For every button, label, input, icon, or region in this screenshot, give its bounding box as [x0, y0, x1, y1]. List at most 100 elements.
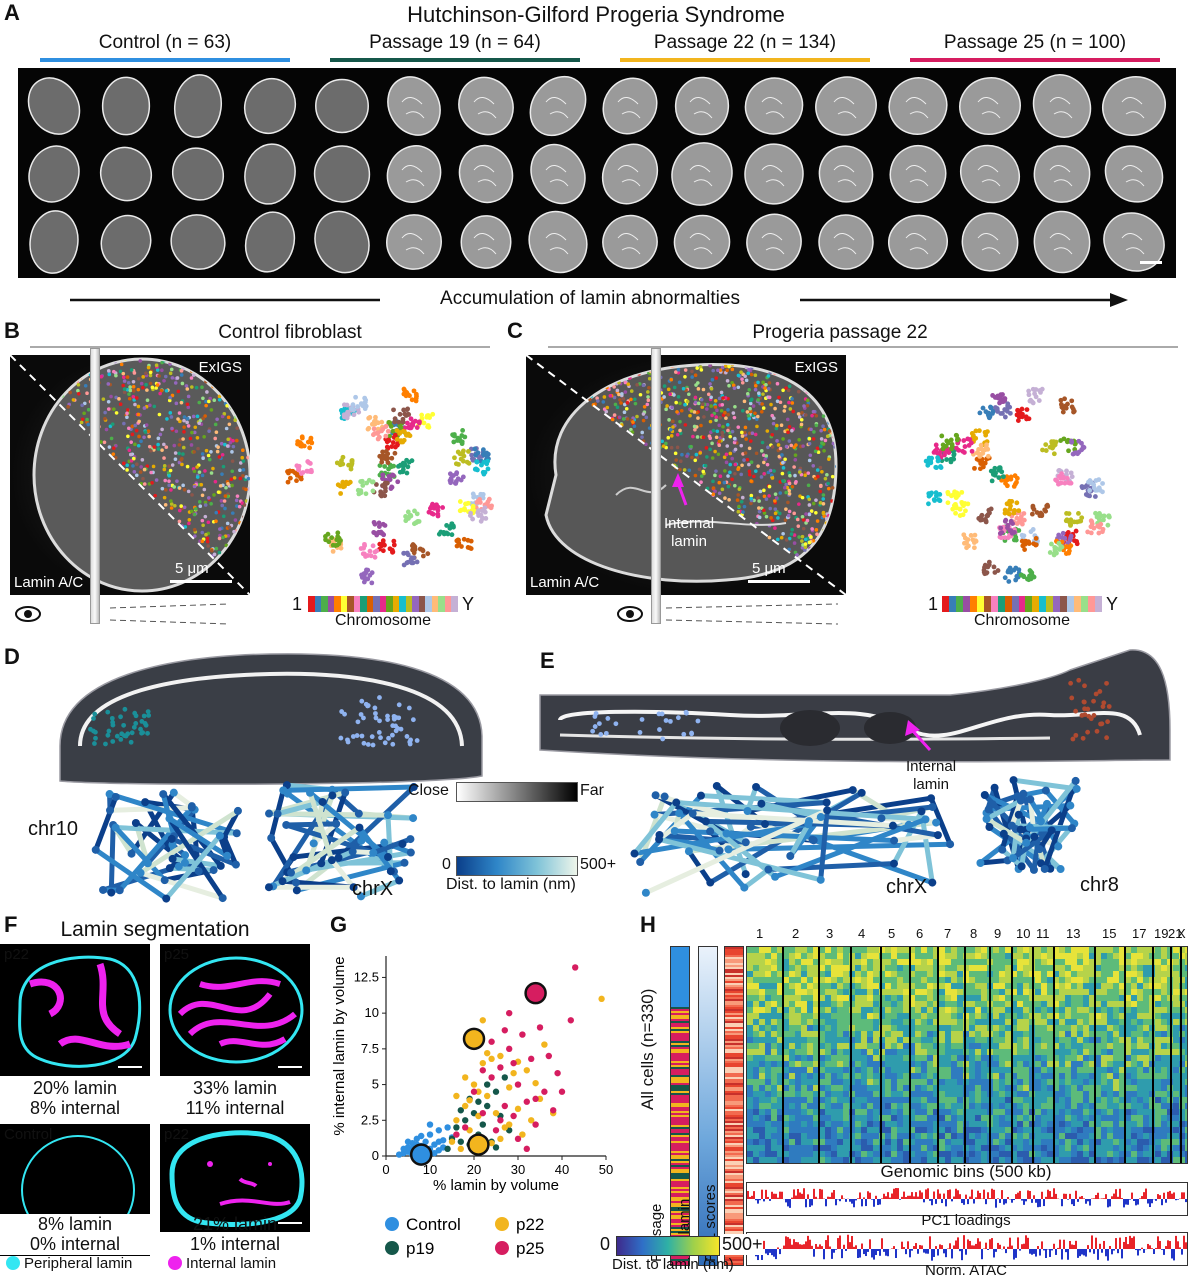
- locus-dot: [716, 359, 720, 363]
- graph-node: [209, 866, 218, 875]
- pc1-row: [725, 1151, 743, 1153]
- render-locus: [1081, 699, 1087, 705]
- control-nucleus-image: ExIGS Lamin A/C 5 μm: [9, 354, 252, 596]
- cluster-point: [479, 462, 484, 468]
- heatmap-cell: [1101, 965, 1107, 971]
- locus-dot: [762, 460, 766, 465]
- cluster-point: [366, 477, 372, 483]
- nucleus-fold: [473, 233, 497, 255]
- locus-dot: [791, 376, 795, 380]
- locus-dot: [177, 360, 181, 365]
- pc1-row: [725, 1127, 743, 1129]
- locus-dot: [164, 388, 169, 393]
- graph-node: [332, 819, 341, 828]
- heatmap-cell: [891, 971, 897, 977]
- heatmap-cell: [933, 995, 939, 1001]
- cluster-point: [380, 548, 386, 554]
- locus-dot: [106, 399, 111, 404]
- locus-dot: [68, 390, 72, 395]
- locus-dot: [716, 368, 720, 373]
- heatmap-cell: [783, 989, 789, 995]
- locus-dot: [843, 374, 846, 378]
- locus-dot: [110, 422, 115, 426]
- locus-dot: [227, 381, 232, 385]
- colorbar-swatch: [340, 596, 348, 612]
- locus-dot: [203, 500, 208, 505]
- pc1-row: [725, 1257, 743, 1259]
- render-locus: [125, 731, 131, 737]
- locus-dot: [661, 358, 665, 362]
- graph-edge: [631, 800, 679, 857]
- graph-edge: [113, 825, 168, 883]
- heatmap-cell: [1053, 995, 1059, 1001]
- pc1-row: [725, 1079, 743, 1081]
- locus-dot: [781, 466, 786, 470]
- locus-dot: [112, 407, 116, 411]
- locus-dot: [583, 392, 587, 396]
- pc1-row: [725, 1055, 743, 1057]
- graph-node: [306, 788, 315, 797]
- nucleus-thumbnail: [173, 74, 223, 138]
- heatmap-cell: [921, 959, 927, 965]
- graph-node: [786, 852, 795, 861]
- locus-dot: [839, 481, 843, 485]
- colorbar-swatch: [451, 596, 459, 612]
- locus-dot: [644, 415, 649, 420]
- locus-dot: [127, 392, 131, 396]
- locus-dot: [746, 371, 751, 376]
- locus-dot: [723, 410, 727, 415]
- render-locus: [377, 718, 382, 724]
- heatmap-cell: [1089, 989, 1095, 995]
- cluster-point: [390, 428, 396, 434]
- heatmap-cell: [885, 947, 891, 953]
- locus-dot: [54, 380, 58, 385]
- heatmap-cell: [1083, 977, 1089, 983]
- locus-dot: [166, 471, 171, 475]
- locus-dot: [235, 410, 240, 415]
- colorbar-swatch: [431, 596, 439, 612]
- locus-dot: [698, 365, 703, 369]
- locus-dot: [195, 465, 199, 469]
- locus-dot: [83, 383, 88, 388]
- locus-dot: [230, 511, 235, 515]
- cluster-point: [394, 436, 400, 442]
- locus-dot: [706, 392, 711, 397]
- cluster-point: [371, 529, 377, 535]
- locus-dot: [822, 448, 826, 453]
- locus-dot: [843, 360, 846, 364]
- heatmap-cell: [1041, 953, 1047, 959]
- colorbar-swatch: [948, 596, 957, 612]
- locus-dot: [207, 399, 211, 404]
- passage-row: [671, 1053, 689, 1055]
- passage-row: [671, 1199, 689, 1201]
- cluster-point: [377, 530, 383, 536]
- locus-dot: [229, 477, 234, 482]
- locus-dot: [621, 355, 625, 358]
- pc1-row: [725, 1067, 743, 1069]
- locus-dot: [610, 417, 615, 422]
- locus-dot: [103, 410, 107, 415]
- cluster-point: [963, 508, 968, 514]
- cluster-point: [944, 438, 950, 444]
- heatmap-cell: [813, 971, 819, 977]
- cluster-point: [961, 438, 967, 443]
- locus-dot: [792, 541, 797, 545]
- locus-dot: [147, 444, 152, 449]
- locus-dot: [240, 567, 245, 572]
- render-locus: [596, 721, 602, 726]
- graph-edge: [698, 793, 830, 805]
- cluster-point: [466, 449, 471, 454]
- locus-dot: [234, 388, 239, 392]
- locus-dot: [647, 426, 652, 430]
- locus-dot: [669, 445, 674, 450]
- graph-node: [328, 785, 337, 794]
- render-locus: [1070, 736, 1076, 742]
- heatmap-cell: [855, 965, 861, 971]
- cluster-point: [954, 495, 959, 500]
- nucleus-fold: [473, 97, 497, 119]
- scatter-point-p22: [497, 1135, 504, 1143]
- locus-dot: [177, 519, 182, 524]
- panel-label-b: B: [4, 318, 20, 343]
- locus-dot: [792, 445, 796, 449]
- locus-dot: [699, 423, 703, 428]
